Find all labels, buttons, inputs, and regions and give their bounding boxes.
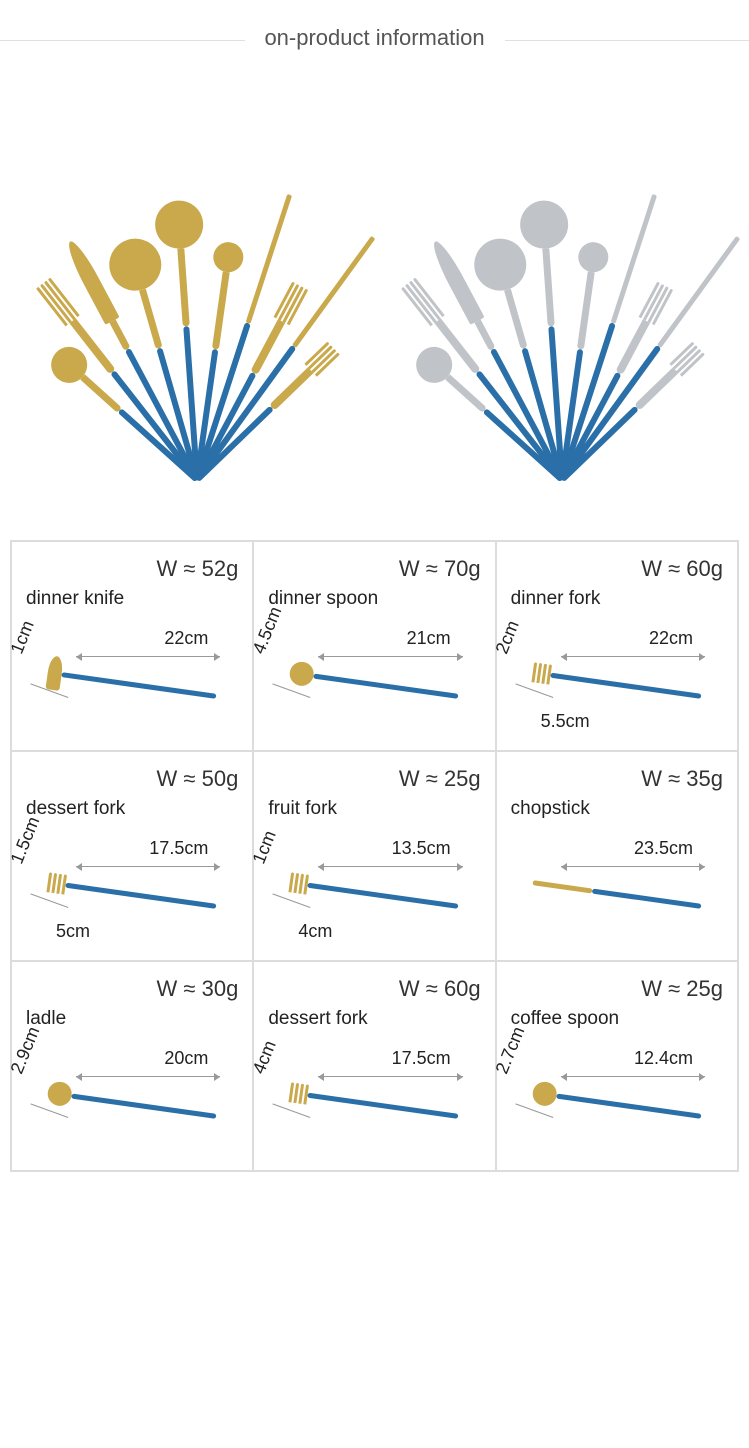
spec-name: dessert fork [268,1008,480,1030]
spec-mini-icon [289,873,460,914]
spec-mini-icon [47,1083,218,1124]
spec-cell: W ≈ 25g fruit fork 13.5cm1cm4cm [253,751,495,961]
spec-width1: 2.7cm [491,1024,529,1077]
spec-width1: 4.5cm [249,604,287,657]
spec-weight: W ≈ 30g [26,976,238,1002]
spec-diagram: 22cm2cm5.5cm [511,618,723,728]
spec-cell: W ≈ 50g dessert fork 17.5cm1.5cm5cm [11,751,253,961]
spec-length: 20cm [164,1048,208,1069]
cutlery-fan-gold [32,140,352,480]
spec-width1: 1cm [249,828,281,867]
spec-length: 17.5cm [149,838,208,859]
spec-name: dinner fork [511,588,723,610]
spec-mini-icon [47,663,218,704]
spec-diagram: 21cm4.5cm [268,618,480,728]
spec-name: ladle [26,1008,238,1030]
spec-width1: 2cm [491,618,523,657]
spec-cell: W ≈ 52g dinner knife 22cm1cm [11,541,253,751]
spec-mini-icon [289,1083,460,1124]
spec-length: 17.5cm [392,1048,451,1069]
spec-diagram: 20cm2.9cm [26,1038,238,1148]
spec-name: chopstick [511,798,723,820]
spec-grid: W ≈ 52gdinner knife22cm1cmW ≈ 70gdinner … [10,540,739,1172]
spec-diagram: 17.5cm4cm [268,1038,480,1148]
spec-diagram: 23.5cm [511,828,723,938]
spec-mini-icon [531,873,702,914]
spec-mini-icon [531,663,702,704]
spec-cell: W ≈ 70g dinner spoon 21cm4.5cm [253,541,495,751]
spec-mini-icon [289,663,460,704]
hero-section [10,120,739,480]
spec-length: 12.4cm [634,1048,693,1069]
spec-length: 22cm [164,628,208,649]
spec-mini-icon [531,1083,702,1124]
spec-name: dinner spoon [268,588,480,610]
spec-name: coffee spoon [511,1008,723,1030]
spec-name: dinner knife [26,588,238,610]
spec-width2: 5.5cm [541,711,590,732]
spec-cell: W ≈ 60g dessert fork 17.5cm4cm [253,961,495,1171]
spec-name: dessert fork [26,798,238,820]
page-title: on-product information [244,25,504,51]
spec-length: 23.5cm [634,838,693,859]
spec-width2: 4cm [298,921,332,942]
spec-width1: 4cm [249,1038,281,1077]
spec-diagram: 17.5cm1.5cm5cm [26,828,238,938]
spec-name: fruit fork [268,798,480,820]
spec-cell: W ≈ 35g chopstick 23.5cm [496,751,738,961]
spec-cell: W ≈ 25g coffee spoon 12.4cm2.7cm [496,961,738,1171]
spec-cell: W ≈ 60g dinner fork 22cm2cm5.5cm [496,541,738,751]
spec-diagram: 12.4cm2.7cm [511,1038,723,1148]
spec-weight: W ≈ 25g [268,766,480,792]
spec-weight: W ≈ 70g [268,556,480,582]
spec-length: 21cm [407,628,451,649]
spec-length: 13.5cm [392,838,451,859]
spec-weight: W ≈ 60g [268,976,480,1002]
spec-width1: 1.5cm [7,814,45,867]
spec-diagram: 22cm1cm [26,618,238,728]
header-divider: on-product information [0,40,749,80]
spec-weight: W ≈ 50g [26,766,238,792]
spec-weight: W ≈ 60g [511,556,723,582]
spec-width1: 1cm [7,618,39,657]
spec-weight: W ≈ 52g [26,556,238,582]
spec-weight: W ≈ 25g [511,976,723,1002]
spec-mini-icon [47,873,218,914]
spec-diagram: 13.5cm1cm4cm [268,828,480,938]
spec-width1: 2.9cm [7,1024,45,1077]
spec-cell: W ≈ 30g ladle 20cm2.9cm [11,961,253,1171]
spec-weight: W ≈ 35g [511,766,723,792]
spec-length: 22cm [649,628,693,649]
cutlery-fan-silver [397,140,717,480]
spec-width2: 5cm [56,921,90,942]
